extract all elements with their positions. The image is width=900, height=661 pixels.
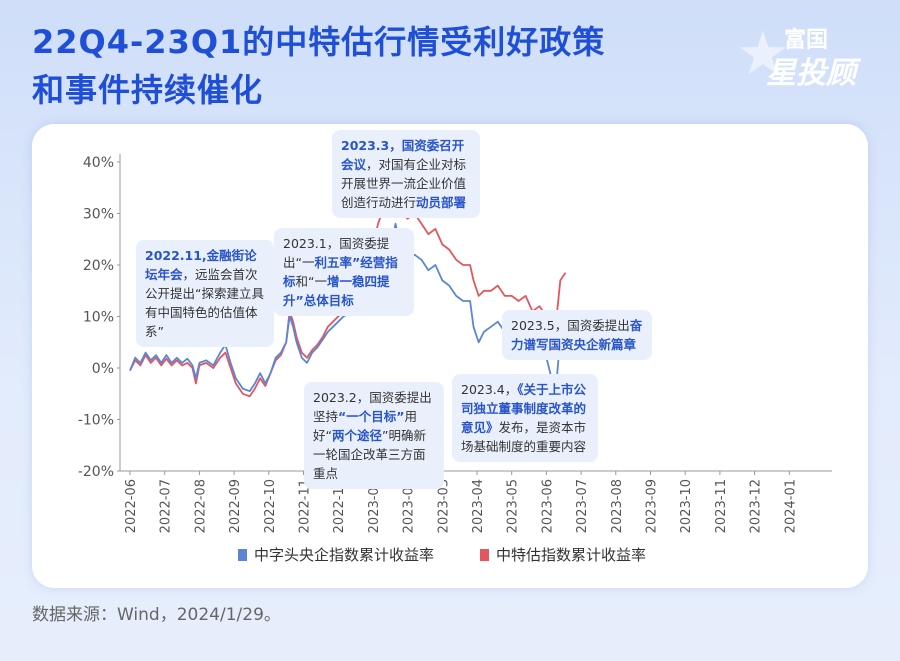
annotation-2023-01: 2023.1，国资委提出“一利五率”经营指标和“一增一稳四提升”总体目标 [274, 228, 414, 316]
x-tick-label: 2023-03 [436, 479, 451, 533]
x-tick-label: 2022-09 [228, 479, 243, 533]
legend-swatch-1 [480, 549, 489, 561]
annotation-text: 《关于上市公司独立董事制度改革的意见》 [461, 382, 587, 435]
x-tick-label: 2022-11 [298, 479, 313, 533]
x-tick-label: 2023-05 [506, 479, 521, 533]
annotation-text: ”明确新一轮国企改革三方面重点 [313, 428, 426, 481]
page-title: 22Q4-23Q1的中特估行情受利好政策 和事件持续催化 [32, 18, 605, 114]
annotation-2023-02: 2023.2，国资委提出坚持“一个目标”用好“两个途径”明确新一轮国企改革三方面… [304, 382, 444, 489]
x-tick-label: 2023-02 [402, 479, 417, 533]
x-tick-label: 2023-07 [575, 479, 590, 533]
annotation-text: 发布，是资本市场基础制度的重要内容 [461, 420, 587, 454]
x-tick-label: 2023-10 [679, 479, 694, 533]
annotation-2022-11: 2022.11,金融街论坛年会，远监会首次公开提出“探索建立具有中国特色的估值体… [136, 240, 274, 347]
x-tick-label: 2023-12 [749, 479, 764, 533]
annotation-text: 奋力谱写国资央企新篇章 [511, 318, 643, 352]
y-tick-label: 0% [92, 361, 114, 377]
y-tick-label: 30% [83, 207, 114, 223]
annotation-2023-04: 2023.4，《关于上市公司独立董事制度改革的意见》发布，是资本市场基础制度的重… [452, 374, 598, 462]
chart-card: 40% 30% 20% 10% 0% -10% -20% 2022-06 2022-07 2022… [32, 124, 868, 588]
x-tick-label: 2022-07 [159, 479, 174, 533]
annotation-text: ，远监会首次公开提出“探索建立具有中国特色的估值体系” [145, 267, 264, 339]
annotation-text: 2023.3，国资委召开会议 [341, 138, 465, 172]
x-tick-label: 2023-01 [367, 479, 382, 533]
annotation-text: ，对国有企业对标开展世界一流企业价值创造行动进行 [341, 157, 467, 210]
y-tick-label: -20% [78, 464, 114, 480]
annotation-2023-05: 2023.5，国资委提出奋力谱写国资央企新篇章 [502, 310, 652, 360]
line-chart: 40% 30% 20% 10% 0% -10% -20% 2022-06 2022-07 2022… [78, 154, 832, 564]
x-tick-label: 2024-01 [783, 479, 798, 533]
annotation-text: 用好“ [313, 409, 417, 443]
y-tick-label: 10% [83, 310, 114, 326]
logo-text-1: 富国 [784, 28, 829, 53]
annotation-text: 2022.11,金融街论坛年会 [145, 248, 257, 282]
x-tick-label: 2023-11 [714, 479, 729, 533]
annotation-text: 动员部署 [416, 195, 467, 210]
annotation-text: 2023.2，国资委提出坚持 [313, 390, 432, 424]
annotation-text: 2023.4， [461, 382, 518, 397]
x-tick-label: 2022-06 [124, 479, 139, 533]
annotation-text: 2023.5，国资委提出 [511, 318, 630, 333]
star-icon: ★ [736, 19, 790, 89]
annotation-text: 和“一 [295, 274, 327, 289]
annotation-text: 增一稳四提升”总体目标 [283, 274, 390, 308]
x-tick-label: 2022-12 [332, 479, 347, 533]
annotation-text: “一个目标” [338, 409, 405, 424]
legend-swatch-0 [238, 549, 247, 561]
x-tick-label: 2023-04 [471, 479, 486, 533]
x-tick-label: 2023-06 [540, 479, 555, 533]
y-tick-label: 40% [83, 155, 114, 171]
logo-text-2: 星投顾 [766, 56, 856, 91]
x-tick-label: 2023-08 [610, 479, 625, 533]
x-tick-label: 2022-08 [193, 479, 208, 533]
data-source: 数据来源：Wind，2024/1/29。 [32, 605, 281, 625]
y-tick-label: -10% [78, 413, 114, 429]
title-line-2: 和事件持续催化 [32, 71, 264, 109]
title-line-1: 22Q4-23Q1的中特估行情受利好政策 [32, 23, 606, 61]
x-tick-label: 2022-10 [263, 479, 278, 533]
x-tick-label: 2023-09 [645, 479, 660, 533]
annotation-text: 两个途径 [331, 428, 382, 443]
legend-label-0: 中字头央企指数累计收益率 [254, 546, 434, 564]
brand-logo: ★ 富国 星投顾 [736, 22, 866, 92]
annotation-text: 2023.1，国资委提出“一 [283, 236, 390, 270]
y-tick-label: 20% [83, 258, 114, 274]
annotation-2023-03: 2023.3，国资委召开会议，对国有企业对标开展世界一流企业价值创造行动进行动员… [332, 130, 480, 218]
annotation-text: 利五率”经营指标 [283, 255, 398, 289]
series-line-0 [129, 222, 567, 400]
legend-label-1: 中特估指数累计收益率 [496, 546, 646, 564]
series-line-1 [129, 171, 567, 398]
